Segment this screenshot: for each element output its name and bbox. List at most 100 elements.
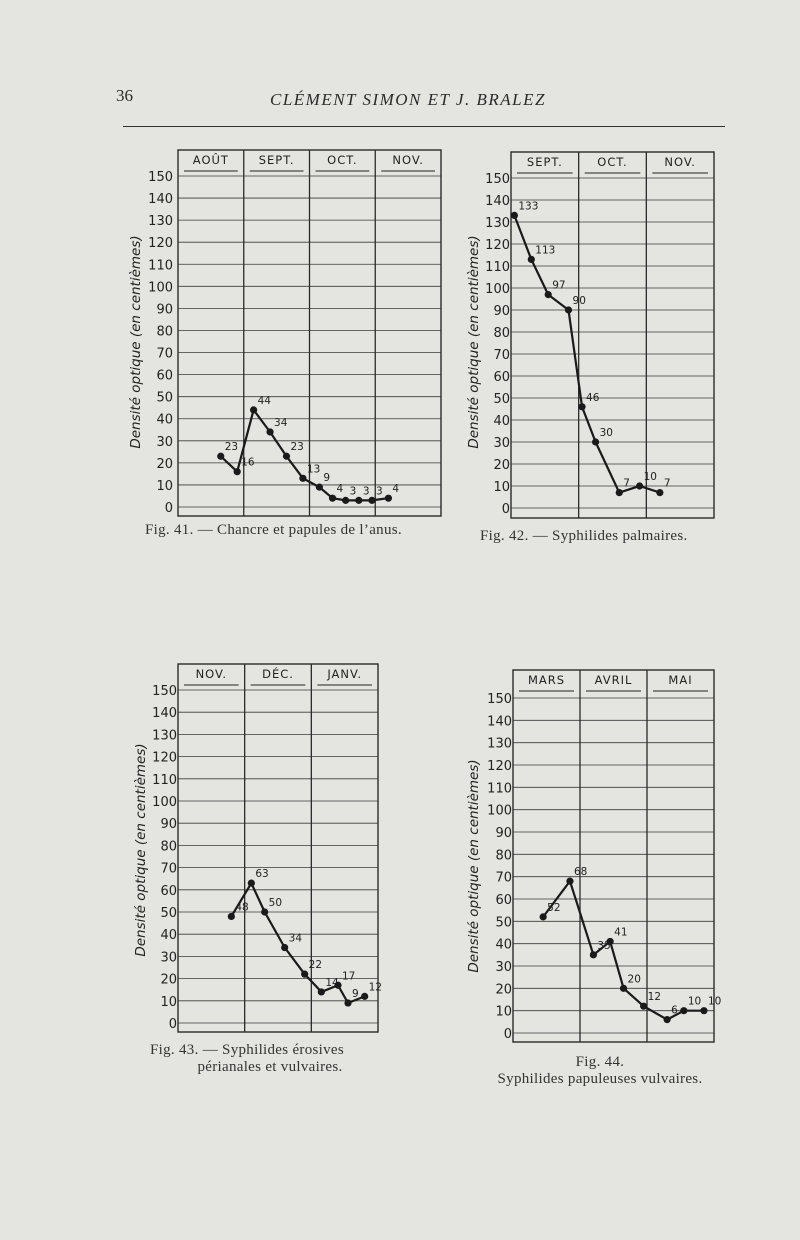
data-point — [282, 452, 291, 460]
y-tick-label: 90 — [156, 302, 173, 317]
data-point — [301, 970, 309, 978]
y-tick-label: 130 — [148, 214, 173, 229]
y-tick-label: 140 — [152, 706, 177, 721]
data-point — [266, 428, 274, 436]
data-label: 50 — [269, 897, 282, 909]
data-point — [334, 981, 342, 989]
y-tick-label: 100 — [485, 282, 510, 297]
y-tick-label: 80 — [495, 848, 512, 863]
data-point — [247, 879, 255, 887]
y-tick-label: 40 — [495, 938, 512, 953]
y-tick-label: 50 — [495, 915, 512, 930]
y-tick-label: 130 — [487, 737, 512, 752]
data-label: 12 — [369, 981, 382, 993]
page-number: 36 — [116, 86, 133, 105]
data-label: 68 — [574, 866, 587, 878]
y-tick-label: 140 — [148, 192, 173, 207]
data-point — [656, 489, 664, 497]
y-tick-label: 70 — [160, 862, 177, 877]
data-label: 63 — [255, 868, 268, 880]
data-label: 3 — [363, 485, 370, 497]
data-point — [227, 912, 235, 921]
data-point — [261, 908, 269, 916]
data-point — [663, 1016, 671, 1024]
data-label: 23 — [225, 441, 238, 453]
y-tick-label: 10 — [493, 480, 510, 495]
plot-frame — [510, 151, 715, 519]
y-tick-label: 30 — [160, 950, 177, 965]
data-label: 10 — [708, 996, 721, 1008]
y-tick-label: 10 — [495, 1005, 512, 1020]
y-tick-label: 110 — [487, 781, 512, 796]
data-label: 9 — [323, 472, 330, 484]
data-label: 3 — [376, 485, 383, 497]
y-tick-label: 20 — [160, 973, 177, 988]
data-label: 22 — [309, 959, 322, 971]
series-line — [542, 880, 704, 1021]
data-label: 3 — [350, 485, 357, 497]
data-label: 7 — [623, 478, 630, 490]
data-point — [564, 306, 573, 314]
data-point — [317, 988, 325, 996]
month-label: OCT. — [597, 155, 627, 169]
data-point — [640, 1002, 648, 1010]
data-point — [315, 483, 323, 491]
figure-41-caption: Fig. 41. — Chancre et papules de l’anus. — [145, 522, 445, 539]
y-tick-label: 120 — [148, 236, 173, 251]
data-label: 10 — [688, 996, 701, 1008]
y-tick-label: 10 — [160, 995, 177, 1010]
y-tick-label: 130 — [152, 728, 177, 743]
y-tick-label: 80 — [156, 324, 173, 339]
y-tick-label: 80 — [160, 839, 177, 854]
data-point — [606, 937, 614, 946]
data-label: 90 — [573, 295, 586, 307]
caption-line: Syphilides papuleuses vulvaires. — [497, 1071, 703, 1087]
y-tick-label: 10 — [156, 479, 173, 494]
y-tick-label: 150 — [152, 684, 177, 699]
data-point — [384, 494, 392, 502]
data-label: 113 — [535, 244, 555, 256]
y-axis-label: Densité optique (en centièmes) — [133, 743, 149, 956]
y-tick-label: 120 — [152, 751, 177, 766]
month-label: NOV. — [196, 667, 228, 681]
data-label: 34 — [289, 933, 303, 945]
data-label: 13 — [307, 463, 320, 475]
y-tick-label: 110 — [152, 773, 177, 788]
y-tick-label: 60 — [493, 370, 510, 385]
head-rule — [123, 126, 725, 127]
y-tick-label: 150 — [148, 170, 173, 185]
y-tick-label: 30 — [495, 960, 512, 975]
month-label: NOV. — [664, 155, 696, 169]
data-point — [368, 496, 376, 504]
y-tick-label: 60 — [156, 369, 173, 384]
y-tick-label: 50 — [160, 906, 177, 921]
y-tick-label: 90 — [495, 826, 512, 841]
figure-43-caption: Fig. 43. — Syphilides érosives périanale… — [150, 1042, 390, 1076]
y-tick-label: 70 — [495, 871, 512, 886]
y-tick-label: 20 — [495, 982, 512, 997]
y-tick-label: 140 — [487, 714, 512, 729]
month-label: DÉC. — [262, 666, 294, 681]
y-tick-label: 60 — [160, 884, 177, 899]
month-label: JANV. — [326, 667, 362, 681]
y-axis-label: Densité optique (en centièmes) — [466, 759, 482, 972]
data-label: 23 — [290, 441, 303, 453]
month-label: AOÛT — [193, 152, 229, 167]
caption-line: périanales et vulvaires. — [197, 1059, 343, 1075]
data-point — [233, 468, 241, 476]
y-tick-label: 90 — [493, 304, 510, 319]
data-point — [700, 1007, 708, 1015]
data-point — [544, 291, 552, 299]
data-point — [328, 494, 337, 502]
y-tick-label: 40 — [160, 928, 177, 943]
data-point — [250, 406, 258, 414]
y-tick-label: 20 — [493, 458, 510, 473]
y-axis-label: Densité optique (en centièmes) — [466, 235, 482, 448]
data-label: 4 — [392, 483, 399, 495]
data-point — [591, 438, 600, 446]
y-tick-label: 40 — [493, 414, 510, 429]
y-tick-label: 0 — [165, 501, 173, 516]
month-label: MAI — [668, 673, 692, 687]
